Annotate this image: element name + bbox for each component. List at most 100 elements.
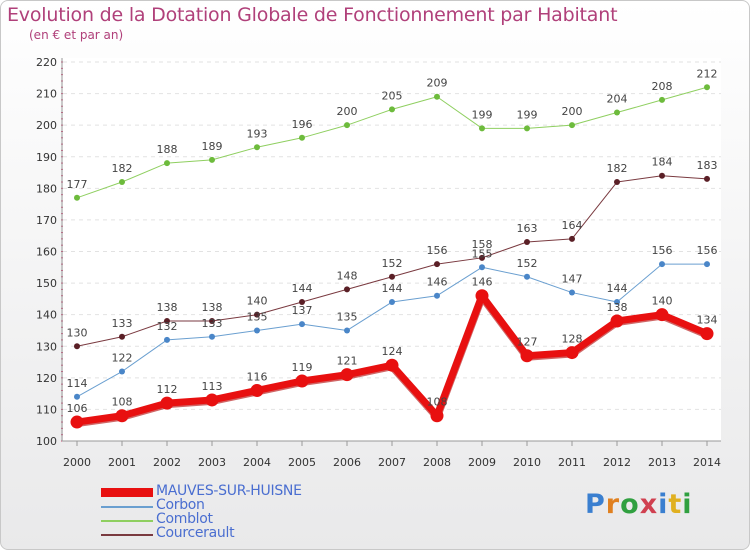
data-label: 112	[157, 383, 178, 396]
x-tick-label: 2013	[648, 456, 676, 469]
legend-swatch	[101, 534, 153, 536]
data-label: 199	[472, 108, 493, 121]
data-label: 144	[607, 282, 628, 295]
data-point	[704, 175, 710, 182]
plot-area	[63, 58, 721, 441]
data-point	[610, 314, 624, 328]
logo-letter: o	[620, 489, 640, 520]
data-point	[479, 125, 485, 132]
y-tick-label: 170	[36, 214, 57, 227]
data-point	[659, 261, 665, 268]
x-tick-label: 2011	[558, 456, 586, 469]
series-courcerault: 130 133 138 138 140 144 148 152 156 158 163 164 182 1…	[67, 156, 718, 350]
data-label: 133	[112, 317, 133, 330]
data-label: 200	[562, 105, 583, 118]
data-point	[164, 160, 170, 167]
logo-letter: P	[585, 489, 606, 520]
data-label: 130	[67, 326, 88, 339]
data-point	[479, 264, 485, 271]
data-label: 196	[292, 118, 313, 131]
legend-swatch	[101, 520, 153, 522]
data-label: 138	[202, 301, 223, 314]
data-point	[655, 308, 669, 322]
data-label: 183	[697, 159, 718, 172]
data-point	[614, 299, 620, 306]
y-tick-label: 180	[36, 182, 57, 195]
data-point	[160, 396, 174, 410]
data-point	[164, 336, 170, 343]
logo-letter: i	[682, 489, 693, 520]
data-label: 152	[382, 257, 403, 270]
data-label: 138	[157, 301, 178, 314]
data-point	[164, 317, 170, 324]
data-label: 193	[247, 127, 268, 140]
data-label: 134	[697, 314, 718, 327]
data-point	[70, 415, 84, 429]
data-label: 137	[292, 304, 313, 317]
data-point	[704, 84, 710, 91]
data-label: 156	[427, 244, 448, 257]
data-label: 182	[112, 162, 133, 175]
data-label: 158	[472, 238, 493, 251]
data-point	[205, 393, 219, 407]
data-label: 155	[472, 247, 493, 260]
logo-letter: x	[639, 489, 659, 520]
data-point	[209, 156, 215, 163]
data-point	[209, 333, 215, 340]
x-tick-label: 2010	[513, 456, 541, 469]
data-point	[614, 179, 620, 186]
legend-label: Courcerault	[156, 525, 235, 541]
data-point	[254, 327, 260, 334]
data-label: 128	[562, 333, 583, 346]
y-tick-label: 130	[36, 340, 57, 353]
data-label: 127	[517, 336, 538, 349]
data-label: 148	[337, 269, 358, 282]
data-point	[389, 273, 395, 280]
data-label: 106	[67, 402, 88, 415]
logo-letter: r	[605, 489, 621, 520]
data-label: 184	[652, 156, 673, 169]
series-corbon: 114 122 132 133 135 137 135 144 146 155 152 147 144 1…	[67, 244, 718, 400]
x-tick-label: 2009	[468, 456, 496, 469]
data-point	[115, 409, 129, 423]
x-tick-label: 2006	[333, 456, 361, 469]
data-label: 177	[67, 178, 88, 191]
data-point	[344, 327, 350, 334]
data-point	[389, 299, 395, 306]
y-tick-label: 160	[36, 246, 57, 259]
data-label: 122	[112, 352, 133, 365]
x-tick-label: 2001	[108, 456, 136, 469]
data-point	[569, 235, 575, 242]
data-label: 108	[427, 396, 448, 409]
data-point	[659, 172, 665, 179]
data-point	[344, 286, 350, 293]
data-point	[614, 109, 620, 116]
data-point	[299, 299, 305, 306]
line-chart: 100 110 120 130 140 150 160 170 180 190 200 210 220 2…	[36, 56, 721, 469]
data-label: 204	[607, 93, 628, 106]
y-tick-label: 200	[36, 119, 57, 132]
data-label: 208	[652, 80, 673, 93]
data-point	[74, 393, 80, 400]
x-tick-label: 2005	[288, 456, 316, 469]
data-label: 182	[607, 162, 628, 175]
data-label: 147	[562, 273, 583, 286]
data-point	[340, 368, 354, 382]
legend-swatch	[101, 488, 153, 497]
data-label: 144	[292, 282, 313, 295]
data-point	[254, 144, 260, 151]
x-tick-label: 2014	[693, 456, 721, 469]
data-point	[479, 254, 485, 261]
series-mauves-sur-huisne: 106 108 112 113 116 119 121 124 108 146 127 128 138 1…	[67, 276, 718, 429]
data-point	[344, 122, 350, 129]
data-point	[119, 179, 125, 186]
data-label: 209	[427, 77, 448, 90]
data-point	[74, 194, 80, 201]
y-tick-label: 120	[36, 372, 57, 385]
data-label: 114	[67, 377, 88, 390]
data-point	[659, 96, 665, 103]
data-point	[475, 289, 489, 303]
data-label: 116	[247, 370, 268, 383]
x-tick-label: 2012	[603, 456, 631, 469]
